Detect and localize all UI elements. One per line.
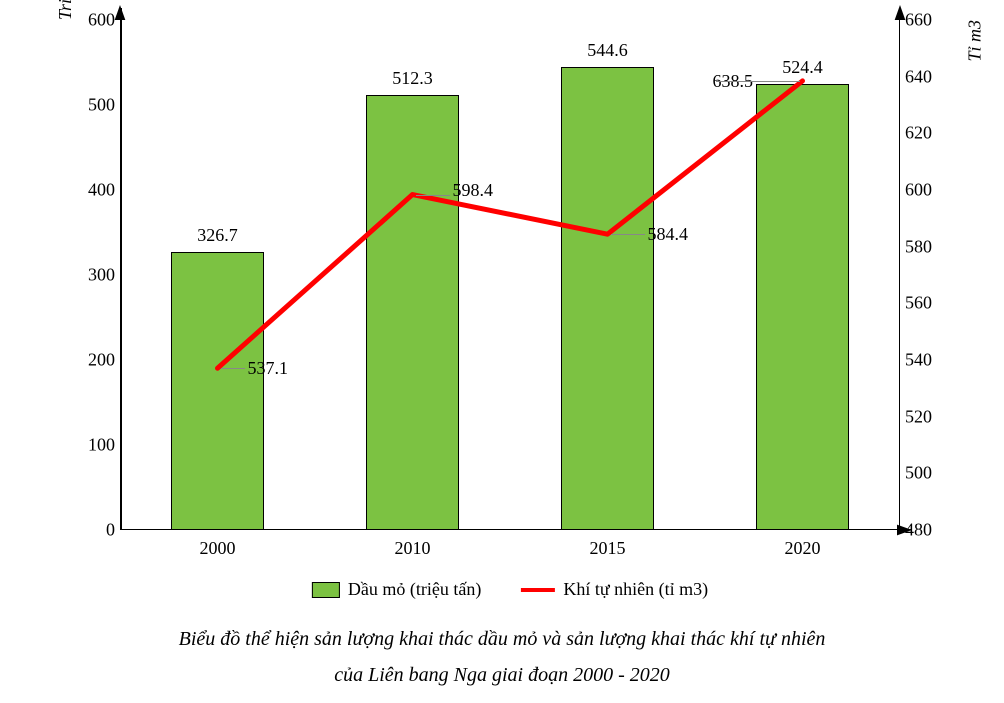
bar: [756, 84, 850, 530]
y-right-tick: 580: [905, 236, 945, 257]
leader-line: [611, 234, 645, 235]
y-right-tick: 540: [905, 350, 945, 371]
legend-label-line: Khí tự nhiên (tỉ m3): [563, 579, 708, 600]
y-left-tick: 200: [75, 350, 115, 371]
y-axis-left: [120, 8, 122, 530]
y-left-tick: 400: [75, 180, 115, 201]
legend-item-bar: Dầu mỏ (triệu tấn): [312, 579, 481, 600]
leader-line: [716, 81, 800, 82]
y-left-tick: 500: [75, 95, 115, 116]
y-left-tick: 300: [75, 265, 115, 286]
caption-line-1: Biểu đồ thể hiện sản lượng khai thác dầu…: [0, 621, 1004, 657]
y-right-tick: 500: [905, 463, 945, 484]
y-left-tick: 0: [75, 520, 115, 541]
line-value-label: 537.1: [248, 358, 289, 379]
plot-area: 326.7512.3544.6524.4 537.1598.4584.4638.…: [120, 20, 900, 530]
bar-value-label: 512.3: [392, 68, 433, 89]
legend-swatch-line: [521, 588, 555, 592]
legend-item-line: Khí tự nhiên (tỉ m3): [521, 579, 708, 600]
legend-swatch-bar: [312, 582, 340, 598]
y-right-tick: 600: [905, 180, 945, 201]
caption-line-2: của Liên bang Nga giai đoạn 2000 - 2020: [0, 657, 1004, 693]
bar: [366, 95, 460, 530]
leader-line: [221, 368, 245, 369]
y-right-tick: 640: [905, 66, 945, 87]
y-right-axis-label: Tỉ m3: [965, 20, 986, 62]
y-right-tick: 660: [905, 10, 945, 31]
leader-line: [416, 195, 450, 196]
line-value-label: 584.4: [648, 224, 689, 245]
chart-container: Triệu tấn Tỉ m3 0100200300400500600 4805…: [50, 10, 970, 610]
y-left-tick: 600: [75, 10, 115, 31]
bar: [171, 252, 265, 530]
y-right-tick: 560: [905, 293, 945, 314]
x-tick: 2000: [200, 538, 236, 559]
x-tick: 2010: [395, 538, 431, 559]
chart-caption: Biểu đồ thể hiện sản lượng khai thác dầu…: [0, 621, 1004, 693]
legend-label-bar: Dầu mỏ (triệu tấn): [348, 579, 481, 600]
y-right-tick: 480: [905, 520, 945, 541]
y-right-tick: 520: [905, 406, 945, 427]
x-tick: 2015: [590, 538, 626, 559]
bar-value-label: 544.6: [587, 40, 628, 61]
y-left-axis-label: Triệu tấn: [55, 0, 76, 20]
bar: [561, 67, 655, 530]
line-value-label: 598.4: [453, 180, 494, 201]
y-left-tick: 100: [75, 435, 115, 456]
x-tick: 2020: [785, 538, 821, 559]
y-axis-right: [899, 8, 901, 530]
bar-value-label: 524.4: [782, 57, 823, 78]
y-right-tick: 620: [905, 123, 945, 144]
bar-value-label: 326.7: [197, 225, 238, 246]
legend: Dầu mỏ (triệu tấn) Khí tự nhiên (tỉ m3): [312, 579, 708, 600]
